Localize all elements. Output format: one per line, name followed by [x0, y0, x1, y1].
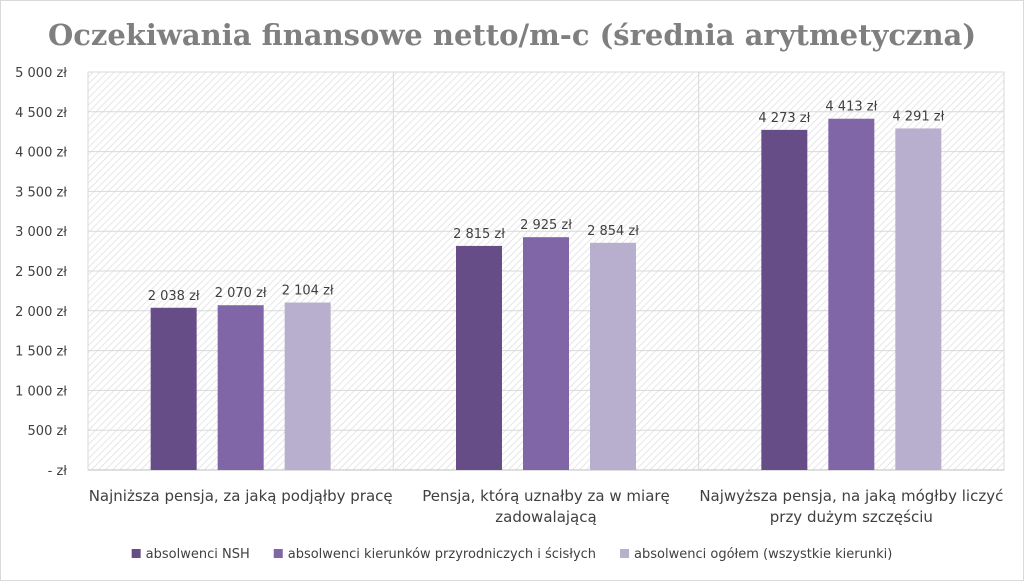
y-tick-label: 3 500 zł — [15, 185, 67, 200]
data-label: 2 070 zł — [215, 286, 267, 301]
y-tick-label: 3 000 zł — [15, 225, 67, 240]
y-tick-label: 2 000 zł — [15, 305, 67, 320]
data-label: 2 925 zł — [520, 218, 572, 233]
legend: absolwenci NSH absolwenci kierunków przyr… — [131, 547, 892, 562]
x-tick-label: Pensja, którą uznałby za w miarę — [422, 487, 670, 505]
x-tick-label: Najniższa pensja, za jaką podjąłby pracę — [89, 487, 393, 505]
chart-title: Oczekiwania finansowe netto/m-c (średnia… — [48, 18, 976, 52]
data-label: 2 854 zł — [587, 224, 639, 239]
data-label: 4 273 zł — [758, 111, 810, 126]
legend-item: absolwenci NSH — [131, 547, 250, 562]
legend-item: absolwenci kierunków przyrodniczych i śc… — [273, 547, 596, 562]
y-tick-label: 500 zł — [28, 424, 68, 439]
legend-swatch — [620, 549, 630, 558]
bar — [761, 129, 808, 470]
y-tick-label: - zł — [48, 464, 68, 479]
bar — [150, 307, 197, 470]
data-label: 2 104 zł — [282, 284, 334, 299]
legend-label: absolwenci NSH — [146, 547, 250, 562]
data-label: 4 291 zł — [892, 109, 944, 124]
y-tick-label: 5 000 zł — [15, 66, 67, 81]
legend-item: absolwenci ogółem (wszystkie kierunki) — [620, 547, 892, 562]
data-label: 4 413 zł — [825, 100, 877, 115]
legend-swatch — [273, 549, 283, 558]
bar — [217, 305, 264, 470]
bar — [523, 237, 569, 470]
x-tick-label: przy dużym szczęściu — [770, 508, 933, 526]
category-dividers — [392, 72, 700, 470]
bar — [284, 302, 331, 470]
x-tick-label: zadowalającą — [495, 508, 596, 526]
x-axis-category-labels: Najniższa pensja, za jaką podjąłby pracę… — [89, 487, 1004, 526]
bar — [590, 242, 636, 470]
y-tick-label: 2 500 zł — [15, 265, 67, 280]
data-labels: 2 038 zł 2 070 zł 2 104 zł 2 815 zł 2 925 zł… — [148, 100, 945, 304]
legend-swatch — [131, 549, 141, 558]
bar — [895, 128, 942, 470]
y-axis-tick-labels: - zł 500 zł 1 000 zł 1 500 zł 2 000 zł 2 500 … — [15, 66, 67, 479]
y-tick-label: 1 000 zł — [15, 384, 67, 399]
legend-label: absolwenci ogółem (wszystkie kierunki) — [634, 547, 892, 562]
bar — [456, 245, 502, 470]
data-label: 2 815 zł — [453, 227, 505, 242]
bar — [828, 118, 875, 471]
x-tick-label: Najwyższa pensja, na jaką mógłby liczyć — [699, 487, 1003, 505]
y-tick-label: 1 500 zł — [15, 345, 67, 360]
data-label: 2 038 zł — [148, 289, 200, 304]
bars — [150, 118, 942, 471]
y-tick-label: 4 000 zł — [15, 146, 67, 161]
legend-label: absolwenci kierunków przyrodniczych i śc… — [288, 547, 596, 562]
y-tick-label: 4 500 zł — [15, 106, 67, 121]
